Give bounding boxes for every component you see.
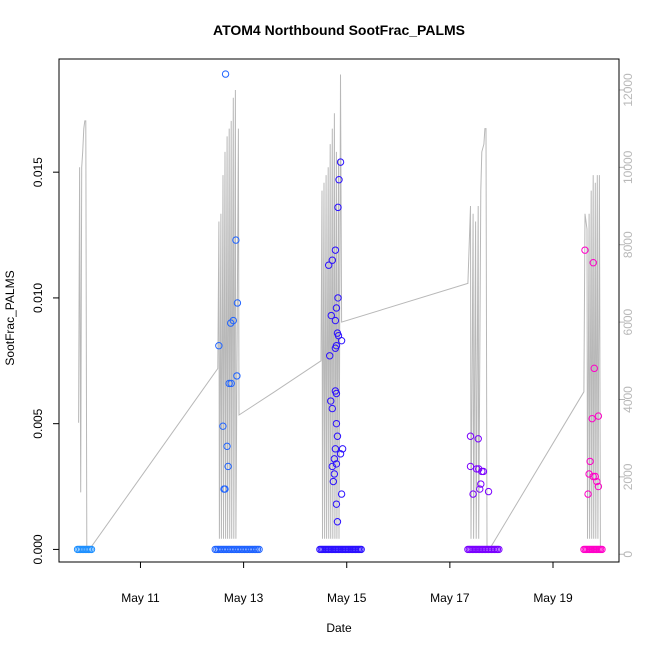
data-point — [215, 342, 223, 350]
x-tick-label: May 15 — [327, 591, 367, 605]
data-point — [338, 445, 347, 453]
y-tick-label: 0.015 — [31, 157, 45, 187]
data-point — [476, 485, 484, 493]
data-point — [233, 299, 242, 307]
zero-point — [87, 545, 96, 554]
data-point — [219, 422, 227, 430]
x-tick-label: May 17 — [430, 591, 470, 605]
data-point — [589, 259, 597, 267]
zero-point — [598, 545, 606, 554]
x-tick-label: May 19 — [533, 591, 573, 605]
data-point — [585, 470, 593, 478]
chart-title: ATOM4 Northbound SootFrac_PALMS — [213, 22, 465, 38]
data-point — [229, 316, 237, 325]
data-point — [586, 457, 594, 466]
data-point — [324, 261, 333, 269]
data-points-layer — [73, 70, 606, 554]
data-point — [591, 472, 599, 481]
x-tick-label: May 13 — [224, 591, 264, 605]
data-point — [232, 236, 240, 244]
data-point — [332, 389, 341, 398]
data-point — [221, 485, 229, 493]
data-point — [334, 294, 342, 302]
data-point — [332, 419, 341, 428]
data-point — [336, 450, 345, 458]
data-point — [224, 462, 232, 471]
data-point — [593, 477, 601, 486]
data-point — [594, 482, 603, 491]
data-point — [337, 336, 346, 345]
data-point — [466, 462, 475, 471]
data-point — [221, 70, 230, 78]
data-point — [225, 379, 233, 388]
data-point — [233, 372, 241, 380]
data-point — [328, 256, 336, 264]
data-point — [584, 490, 592, 498]
data-point — [588, 414, 596, 423]
data-point — [328, 462, 336, 471]
data-point — [333, 518, 342, 526]
data-point — [594, 412, 603, 420]
data-point — [334, 203, 342, 212]
data-point — [589, 472, 597, 481]
data-point — [327, 311, 335, 320]
right-tick-label: 10000 — [621, 150, 635, 184]
data-point — [477, 480, 485, 488]
data-point — [331, 344, 340, 352]
right-tick-label: 8000 — [621, 231, 635, 258]
zero-point — [357, 545, 365, 554]
zero-point — [255, 545, 263, 554]
axes-layer: May 11 May 13 May 15 May 17 May 19 0.000 0.005… — [31, 73, 635, 605]
data-point — [484, 487, 493, 496]
data-point — [335, 176, 343, 184]
data-point — [479, 467, 488, 476]
right-tick-label: 6000 — [621, 308, 635, 335]
data-point — [332, 460, 341, 468]
right-tick-label: 2000 — [621, 463, 635, 490]
right-tick-label: 0 — [621, 551, 635, 558]
y-axis-label: SootFrac_PALMS — [3, 270, 17, 365]
y-tick-label: 0.005 — [31, 408, 45, 438]
y-tick-label: 0.010 — [31, 283, 45, 313]
x-tick-label: May 11 — [121, 591, 160, 605]
data-point — [332, 304, 341, 312]
data-point — [331, 445, 340, 453]
data-point — [474, 435, 482, 443]
data-point — [466, 432, 475, 440]
data-point — [336, 158, 345, 166]
data-point — [331, 316, 340, 325]
data-point — [327, 397, 335, 405]
data-point — [331, 246, 340, 254]
data-point — [328, 404, 336, 413]
data-point — [330, 455, 339, 463]
data-point — [590, 364, 598, 373]
altitude-trace-layer — [78, 74, 601, 547]
data-point — [330, 470, 339, 478]
altitude-line — [78, 74, 601, 547]
y-tick-label: 0.000 — [31, 534, 45, 564]
data-point — [227, 319, 235, 327]
data-point — [581, 246, 589, 254]
data-point — [337, 490, 346, 498]
right-tick-label: 4000 — [621, 386, 635, 413]
data-point — [329, 477, 338, 486]
data-point — [227, 379, 235, 388]
data-point — [326, 352, 334, 360]
x-axis-label: Date — [326, 621, 352, 635]
right-tick-label: 12000 — [621, 73, 635, 107]
zero-point — [495, 545, 503, 554]
data-point — [223, 442, 231, 451]
plot-frame — [58, 58, 620, 563]
data-point — [333, 432, 342, 440]
data-point — [469, 490, 477, 498]
data-point — [332, 500, 341, 508]
